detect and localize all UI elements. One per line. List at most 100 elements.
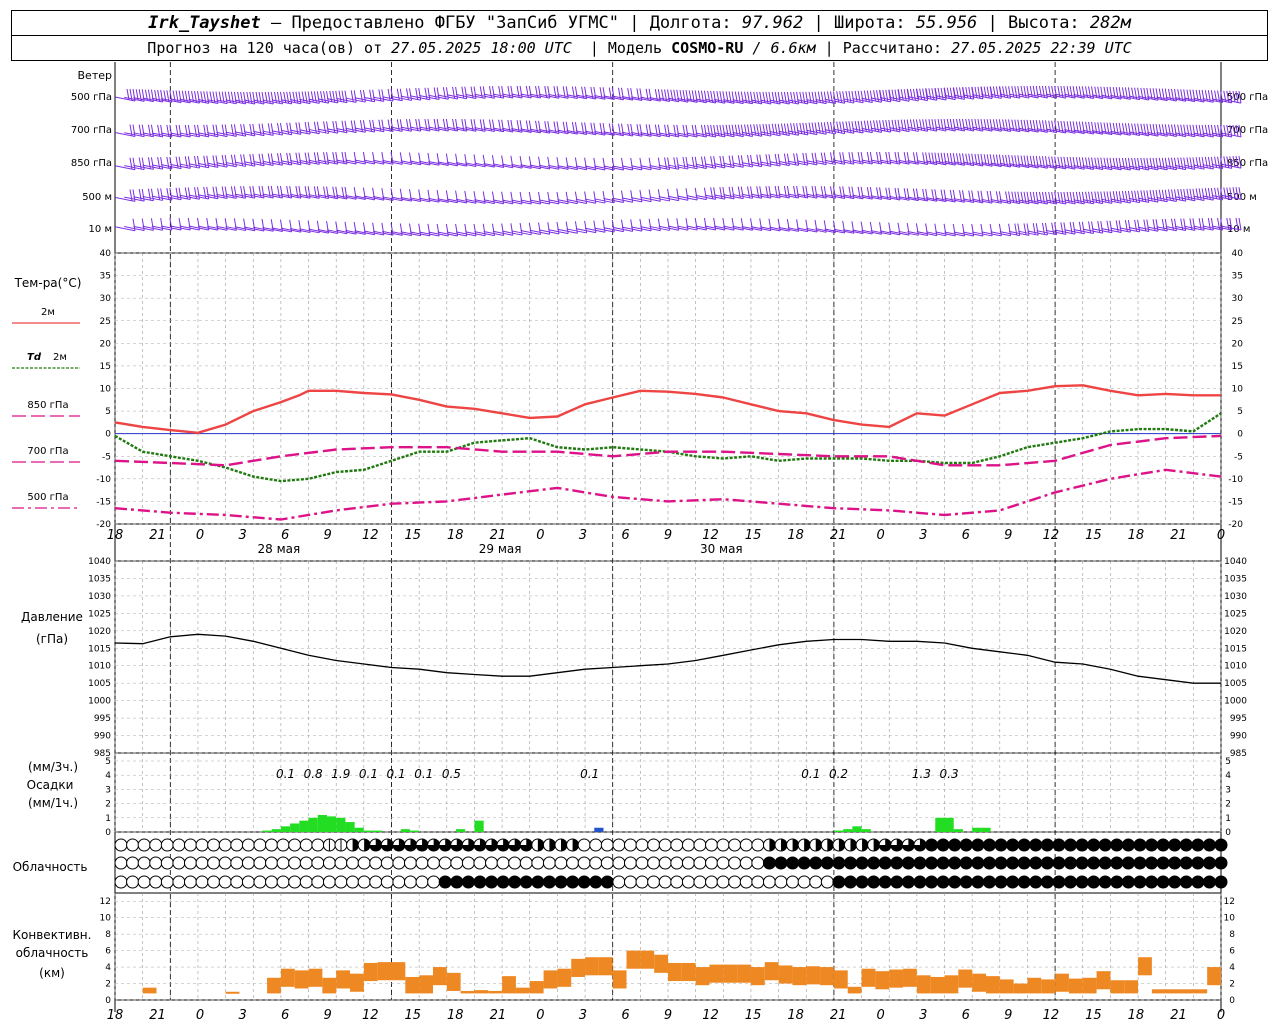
cloud-symbol	[1156, 838, 1170, 852]
cloud-symbol	[832, 856, 846, 870]
pressure-ytick: 1025	[1224, 609, 1247, 619]
cloud-symbol	[392, 856, 406, 870]
cloud-circle	[427, 856, 441, 870]
cloud-circle	[1063, 838, 1077, 852]
wind-barb-feather	[1112, 191, 1116, 203]
cloud-circle	[959, 838, 973, 852]
wind-barb-feather	[212, 155, 216, 167]
cloud-circle	[705, 875, 719, 889]
hour-tick-label: 15	[1085, 1008, 1102, 1023]
conv-bar	[1027, 977, 1042, 994]
cloud-circle	[670, 838, 684, 852]
cloud-circle	[253, 875, 267, 889]
cloud-circle	[160, 875, 174, 889]
cloud-circle	[600, 875, 614, 889]
cloud-circle	[1098, 875, 1112, 889]
wind-barb-shaft	[640, 165, 661, 171]
precip-bar	[400, 829, 410, 832]
cloud-circle	[195, 838, 209, 852]
cloud-symbol	[288, 875, 302, 889]
hour-tick-label: 21	[830, 1008, 847, 1023]
cloud-symbol	[612, 875, 626, 889]
cloud-symbol	[820, 838, 834, 852]
cloud-three-quarter	[913, 839, 926, 852]
wind-barb-shaft	[870, 230, 891, 236]
cloud-three-quarter	[879, 839, 892, 852]
wind-barb-feather	[1204, 188, 1208, 200]
precip-ytick: 5	[105, 757, 111, 767]
hour-tick-label: 18	[1128, 1008, 1145, 1023]
cloud-circle	[160, 856, 174, 870]
conv-bar	[1013, 983, 1028, 994]
cloud-symbol	[137, 856, 151, 870]
conv-bar	[419, 975, 433, 994]
cloud-circle	[925, 875, 939, 889]
conv-bar	[322, 977, 337, 994]
pressure-ytick: 990	[94, 732, 111, 742]
wind-barb-feather	[790, 123, 794, 135]
cloud-symbol	[299, 875, 313, 889]
hour-tick-label: 9	[324, 528, 332, 543]
wind-barb-shaft	[594, 227, 615, 233]
wind-barb-shaft	[308, 228, 329, 234]
cloud-circle	[496, 856, 510, 870]
cloud-symbol	[843, 838, 857, 852]
wind-barb-shaft	[465, 198, 486, 204]
wind-barb-shaft	[981, 231, 1002, 237]
cloud-circle	[299, 856, 313, 870]
cloud-circle	[878, 856, 892, 870]
wind-barb	[1220, 90, 1242, 104]
cloud-symbol	[855, 875, 869, 889]
conv-bar	[557, 968, 572, 987]
convective-title-3: (км)	[39, 966, 65, 980]
wind-barb-feather	[888, 89, 892, 100]
cloud-symbol	[334, 875, 348, 889]
cloud-symbol	[1133, 856, 1147, 870]
wind-barb-shaft	[594, 165, 615, 171]
cloud-symbol	[1052, 875, 1066, 889]
wind-barb-feather	[1170, 189, 1174, 201]
wind-barb-shaft	[511, 230, 532, 236]
hour-axis-bottom: 18 21 0 3 6 9 12 15 18 21 0 3 6 9 12 15 18 21 0 3 6 9 12 15 18 21…	[107, 1008, 1225, 1023]
precip-bar	[833, 830, 844, 832]
cloud-symbol	[427, 838, 441, 852]
cloud-symbol	[890, 856, 904, 870]
hour-tick-label: 12	[362, 528, 379, 543]
cloud-circle	[948, 856, 962, 870]
cloud-circle	[299, 838, 313, 852]
cloud-symbol	[1202, 856, 1216, 870]
wind-barb-feather	[765, 154, 769, 166]
cloud-symbol	[195, 856, 209, 870]
cloud-symbol	[739, 875, 753, 889]
wind-barb-feather	[839, 121, 843, 134]
cloud-symbol	[519, 856, 533, 870]
legend-label: 700 гПа	[27, 446, 68, 457]
cloud-symbol	[183, 838, 197, 852]
conv-bar	[861, 968, 876, 987]
cloud-symbol	[265, 838, 279, 852]
cloud-circle	[612, 838, 626, 852]
cloud-circle	[647, 838, 661, 852]
cloud-symbol	[577, 838, 591, 852]
legend-label: 850 гПа	[27, 400, 68, 411]
temp-ytick: 25	[100, 317, 111, 327]
cloud-circle	[1121, 875, 1135, 889]
pressure-ytick: 1015	[1224, 644, 1247, 654]
wind-barb-feather	[931, 88, 935, 100]
cloud-circle	[1075, 838, 1089, 852]
cloud-circle	[183, 875, 197, 889]
cloud-circle	[311, 856, 325, 870]
precip-bar	[861, 829, 871, 832]
cloud-symbol	[948, 856, 962, 870]
cloud-half	[838, 839, 845, 851]
cloud-circle	[693, 856, 707, 870]
hour-tick-label: 6	[281, 1008, 289, 1023]
cloud-symbol	[797, 875, 811, 889]
cloud-symbol	[623, 838, 637, 852]
hour-tick-label: 18	[787, 528, 804, 543]
conv-bar	[1207, 967, 1221, 986]
precip-bar	[317, 814, 327, 832]
wind-barb-shaft	[898, 230, 919, 236]
wind-barb-shaft	[603, 227, 624, 233]
station-name: Irk_Tayshet	[148, 13, 261, 33]
